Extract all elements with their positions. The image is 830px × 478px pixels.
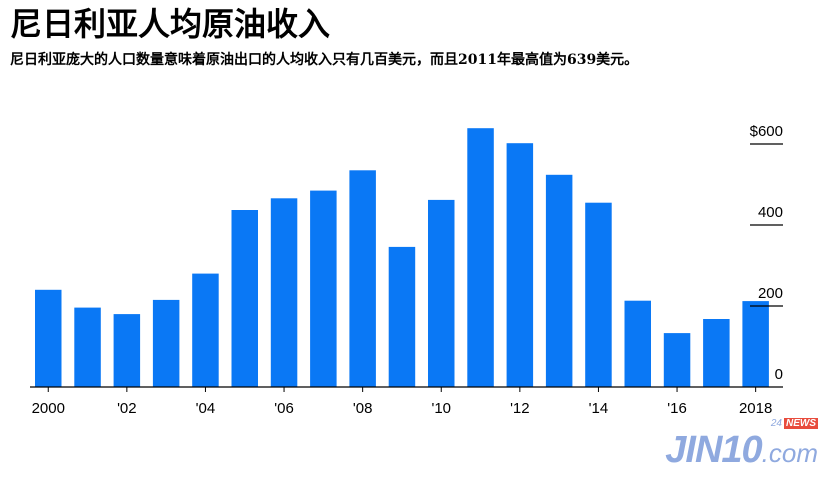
bar-2001 [74, 307, 101, 387]
y-tick-label-600: $600 [750, 123, 783, 140]
bar-2005 [231, 210, 258, 387]
x-axis: 2000 '02 '04 '06 '08 '10 '12 '14 '16 2018 [30, 386, 783, 417]
x-tick-label-2004: '04 [196, 400, 216, 417]
y-tick-label-0: 0 [775, 366, 783, 383]
bar-2004 [192, 273, 219, 387]
bar-2000 [35, 289, 62, 387]
bar-2006 [270, 198, 298, 387]
bar-2003 [152, 299, 180, 387]
x-tick-label-2018: 2018 [739, 400, 772, 417]
y-axis: $600 400 200 0 [750, 123, 783, 383]
bar-2009 [388, 246, 416, 387]
bar-2007 [310, 190, 337, 387]
x-tick-label-2008: '08 [353, 400, 373, 417]
y-tick-label-200: 200 [758, 285, 783, 302]
chart-subtitle: 尼日利亚庞大的人口数量意味着原油出口的人均收入只有几百美元，而且2011年最高值… [10, 52, 639, 68]
bar-2012 [506, 143, 534, 387]
x-tick-label-2010: '10 [431, 400, 451, 417]
bar-2011 [467, 128, 494, 387]
x-tick-label-2012: '12 [510, 400, 530, 417]
bar-2018 [742, 301, 769, 387]
x-tick-label-2006: '06 [274, 400, 294, 417]
bars-group [35, 128, 769, 387]
y-tick-label-400: 400 [758, 204, 783, 221]
x-tick-label-2014: '14 [589, 400, 609, 417]
bar-2002 [113, 314, 141, 387]
watermark-main: JIN10 [665, 429, 762, 471]
chart-title: 尼日利亚人均原油收入 [10, 5, 331, 43]
bar-2010 [428, 199, 455, 387]
bar-2013 [545, 174, 573, 387]
x-tick-label-2016: '16 [667, 400, 687, 417]
bar-2017 [703, 319, 730, 387]
watermark-tag: 24 NEWS [770, 418, 818, 429]
bar-2016 [663, 333, 691, 387]
x-tick-label-2002: '02 [117, 400, 137, 417]
bar-2008 [349, 170, 376, 387]
watermark-logo: 24 NEWS JIN10.com [665, 418, 818, 471]
bar-2015 [624, 300, 651, 387]
bar-2014 [585, 202, 612, 387]
x-tick-label-2000: 2000 [32, 400, 65, 417]
watermark-suffix: .com [761, 438, 818, 468]
